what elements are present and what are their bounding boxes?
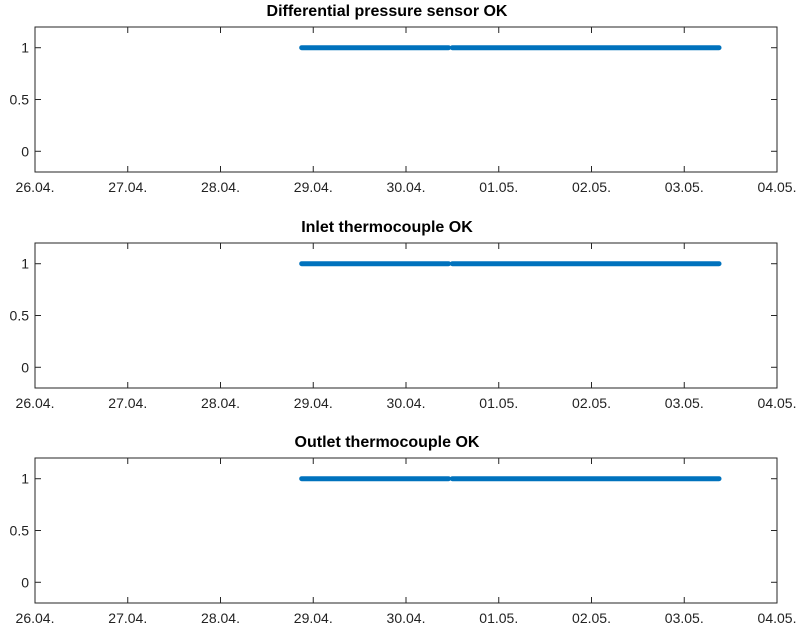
x-tick-label: 02.05.: [572, 179, 611, 195]
x-tick-label: 28.04.: [201, 179, 240, 195]
x-tick-label: 30.04.: [387, 179, 426, 195]
x-tick-label: 27.04.: [108, 395, 147, 411]
x-tick-label: 03.05.: [665, 395, 704, 411]
x-tick-label: 27.04.: [108, 179, 147, 195]
y-tick-label: 0.5: [10, 523, 30, 539]
y-tick-label: 0: [21, 574, 29, 590]
x-tick-label: 28.04.: [201, 610, 240, 626]
x-tick-label: 03.05.: [665, 179, 704, 195]
x-tick-label: 27.04.: [108, 610, 147, 626]
x-tick-label: 30.04.: [387, 395, 426, 411]
axes-box: [34, 26, 778, 173]
x-tick-label: 01.05.: [479, 610, 518, 626]
chart-panel-1: Differential pressure sensor OK 26.04. 27…: [10, 3, 797, 195]
y-tick-label: 0: [21, 143, 29, 159]
axes-box: [34, 457, 778, 604]
x-tick-label: 30.04.: [387, 610, 426, 626]
x-tick-label: 29.04.: [294, 610, 333, 626]
y-tick-label: 1: [21, 471, 29, 487]
x-tick-label: 29.04.: [294, 179, 333, 195]
x-tick-label: 28.04.: [201, 395, 240, 411]
y-tick-label: 0: [21, 359, 29, 375]
x-tick-label: 29.04.: [294, 395, 333, 411]
axes-box: [34, 242, 778, 389]
y-tick-label: 1: [21, 40, 29, 56]
chart-panel-2: Inlet thermocouple OK 26.04. 27.04. 28.04.…: [10, 219, 797, 411]
x-tick-label: 26.04.: [16, 395, 55, 411]
chart-title: Outlet thermocouple OK: [295, 434, 480, 451]
x-tick-label: 26.04.: [16, 610, 55, 626]
chart-title: Differential pressure sensor OK: [267, 3, 508, 20]
x-tick-label: 04.05.: [758, 179, 797, 195]
chart-panel-3: Outlet thermocouple OK 26.04. 27.04. 28.04…: [10, 434, 797, 626]
y-tick-label: 1: [21, 256, 29, 272]
x-tick-label: 02.05.: [572, 610, 611, 626]
y-tick-label: 0.5: [10, 308, 30, 324]
x-tick-label: 04.05.: [758, 395, 797, 411]
x-tick-label: 01.05.: [479, 395, 518, 411]
x-tick-label: 01.05.: [479, 179, 518, 195]
y-tick-label: 0.5: [10, 92, 30, 108]
x-tick-label: 04.05.: [758, 610, 797, 626]
x-tick-label: 02.05.: [572, 395, 611, 411]
x-tick-label: 03.05.: [665, 610, 704, 626]
chart-title: Inlet thermocouple OK: [301, 219, 473, 236]
x-tick-label: 26.04.: [16, 179, 55, 195]
